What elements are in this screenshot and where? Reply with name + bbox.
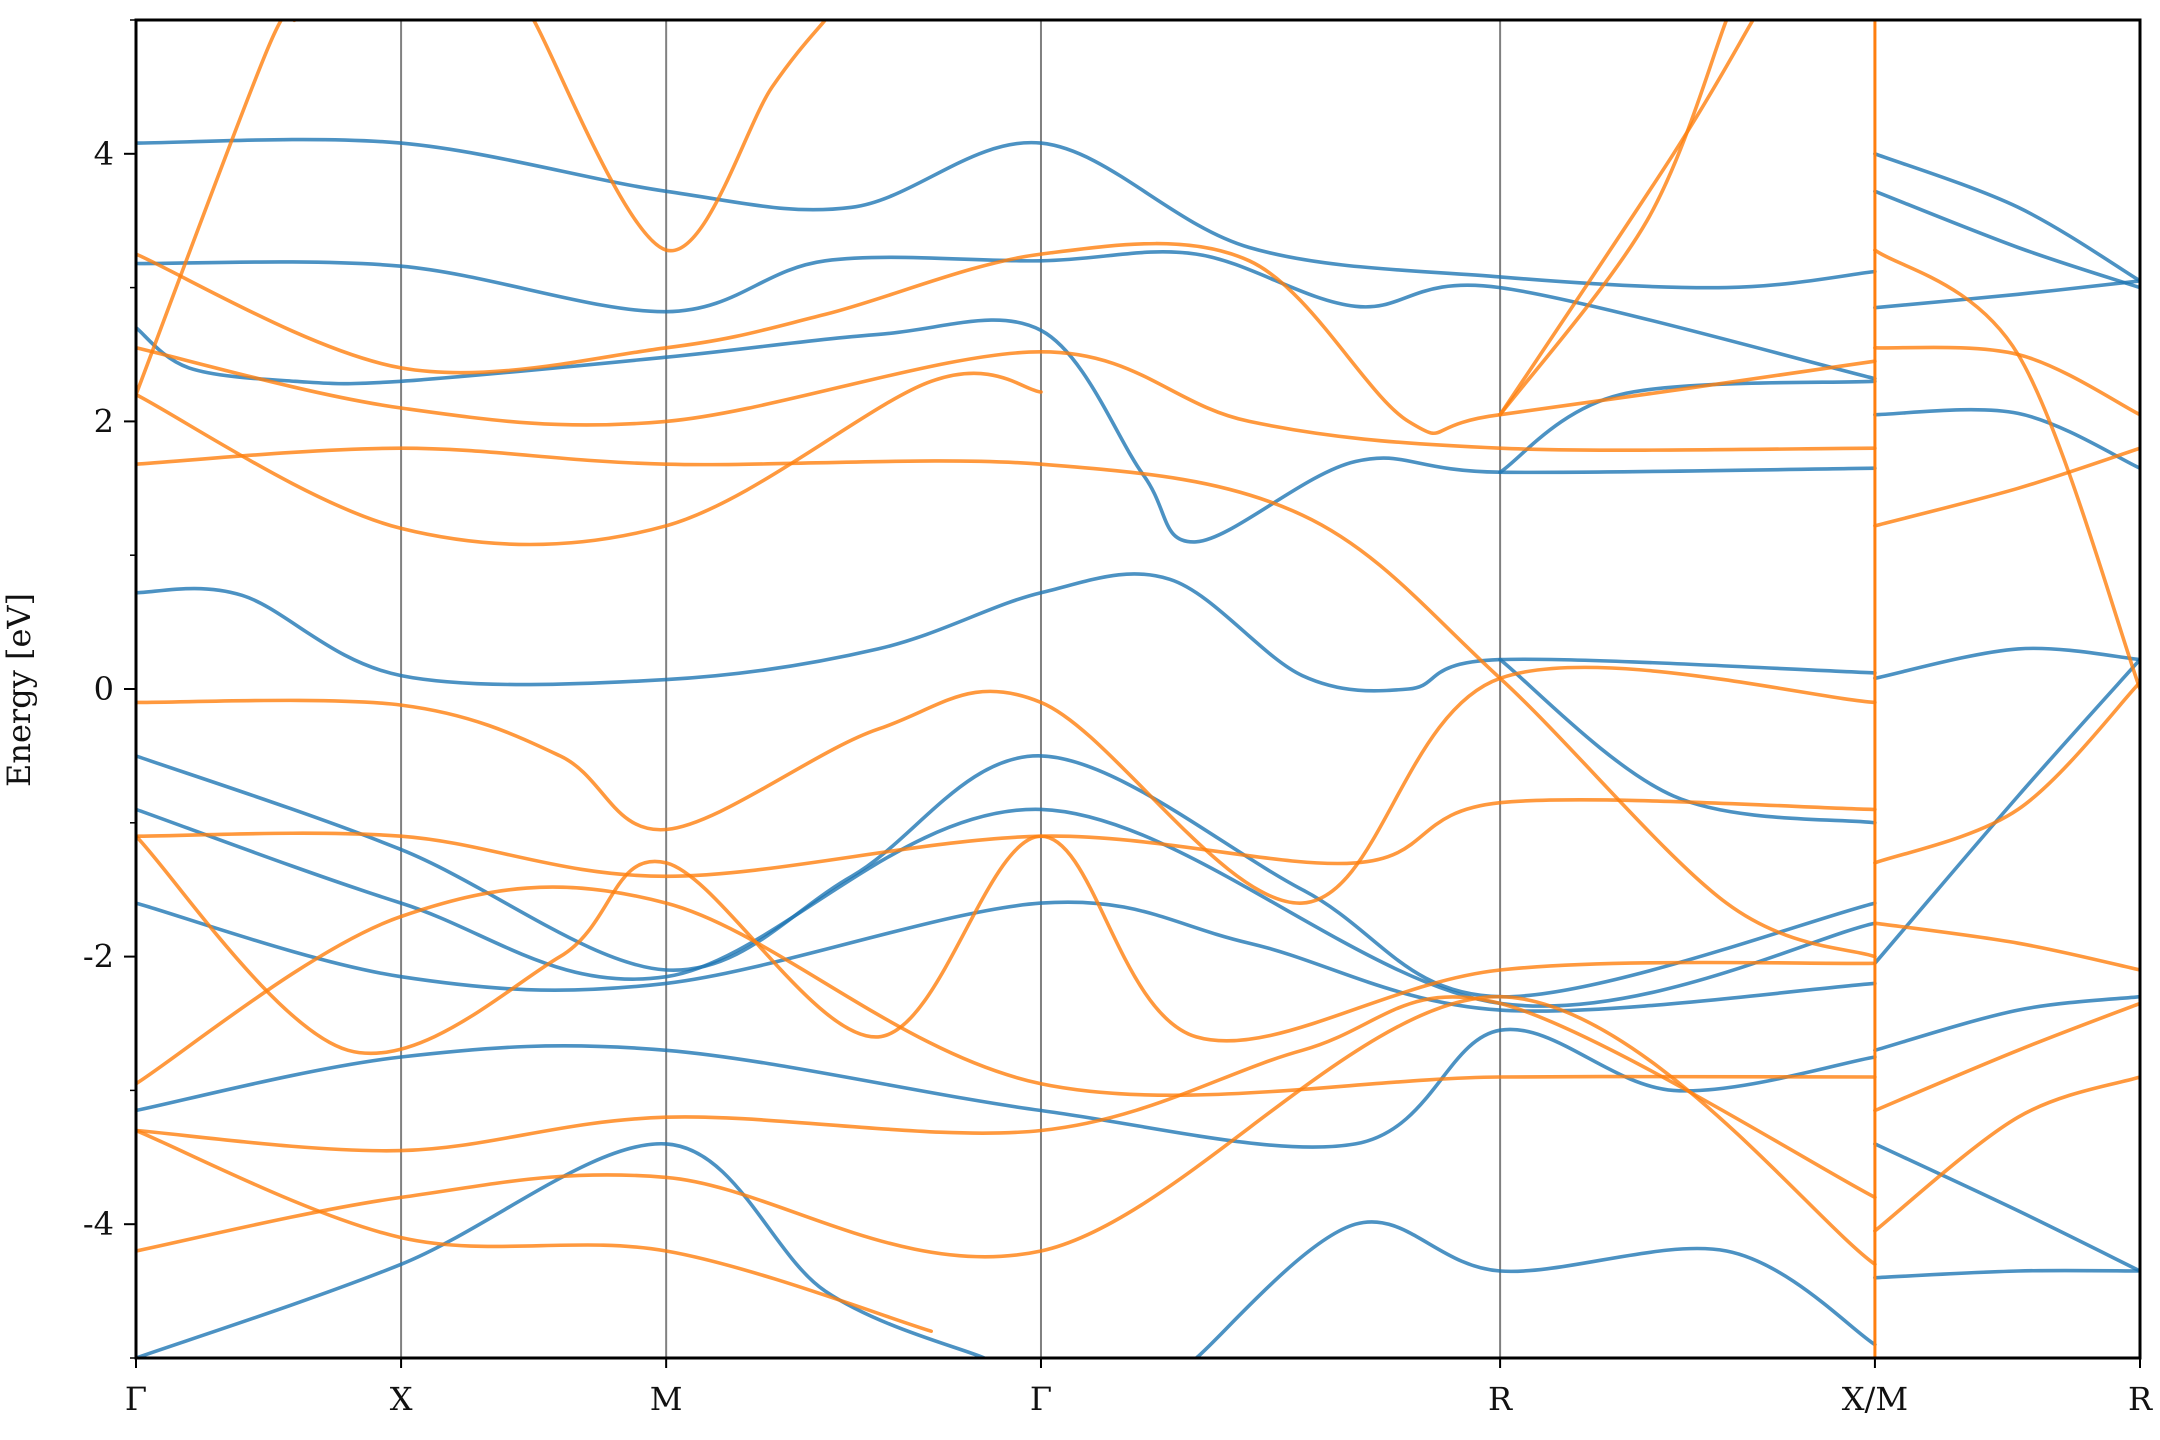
blue-band-line xyxy=(1873,279,2140,310)
orange-band-line xyxy=(1873,921,2140,972)
orange-band-line xyxy=(1873,680,2140,865)
y-tick-label: 2 xyxy=(94,402,114,440)
orange-band-line xyxy=(136,20,297,397)
y-tick-label: -4 xyxy=(83,1205,114,1243)
y-tick-label: 4 xyxy=(94,135,114,173)
bands xyxy=(136,20,2140,1358)
orange-band-line xyxy=(136,885,1877,1098)
x-tick-label: X xyxy=(390,1380,413,1418)
x-tick-label: M xyxy=(650,1380,683,1418)
orange-band-line xyxy=(136,371,1043,547)
blue-band-line xyxy=(136,1142,987,1358)
orange-band-line xyxy=(136,1128,933,1333)
blue-band-line xyxy=(1873,657,2140,966)
orange-band-line xyxy=(1873,1075,2140,1233)
blue-band-line xyxy=(1873,994,2140,1053)
blue-band-line xyxy=(136,807,1877,1008)
y-tick-label: 0 xyxy=(94,670,114,708)
orange-band-line xyxy=(136,241,1877,435)
blue-band-line xyxy=(1873,189,2140,290)
orange-band-line xyxy=(1498,20,1755,417)
orange-band-line xyxy=(1873,345,2140,417)
orange-band-line xyxy=(1498,20,1729,417)
orange-band-line xyxy=(136,995,1877,1200)
orange-band-line xyxy=(136,446,1877,959)
y-tick-label: -2 xyxy=(83,938,114,976)
x-tick-label: Γ xyxy=(1030,1380,1052,1418)
y-axis-label: Energy [eV] xyxy=(0,593,38,787)
blue-band-line xyxy=(1194,1220,1877,1358)
orange-band-line xyxy=(136,346,1877,452)
blue-band-line xyxy=(1873,646,2140,681)
orange-band-line xyxy=(136,994,1877,1267)
blue-band-line xyxy=(136,572,1877,693)
blue-band-line xyxy=(1498,657,1877,825)
x-tick-label: R xyxy=(2128,1380,2153,1418)
x-tick-label: R xyxy=(1488,1380,1513,1418)
blue-band-line xyxy=(136,318,1877,544)
orange-band-line xyxy=(136,665,1877,905)
plot-background xyxy=(136,20,2140,1358)
y-axis-ticks: -4 -2 0 2 4 xyxy=(83,19,136,1359)
blue-band-line xyxy=(1873,1268,2140,1280)
blue-band-line xyxy=(136,249,1877,381)
orange-band-line xyxy=(136,834,1877,1056)
blue-band-line xyxy=(1873,152,2140,283)
orange-band-line xyxy=(1873,248,2140,691)
x-axis-ticks: Γ X M Γ R X/M R xyxy=(125,1358,2153,1418)
orange-band-line xyxy=(531,20,827,253)
x-tick-label: Γ xyxy=(125,1380,147,1418)
blue-band-line xyxy=(1873,1142,2140,1273)
x-tick-label: X/M xyxy=(1842,1380,1908,1418)
orange-band-line xyxy=(1873,446,2140,528)
blue-band-line xyxy=(1873,407,2140,470)
blue-band-line xyxy=(136,137,1877,290)
orange-band-line xyxy=(1873,1001,2140,1113)
